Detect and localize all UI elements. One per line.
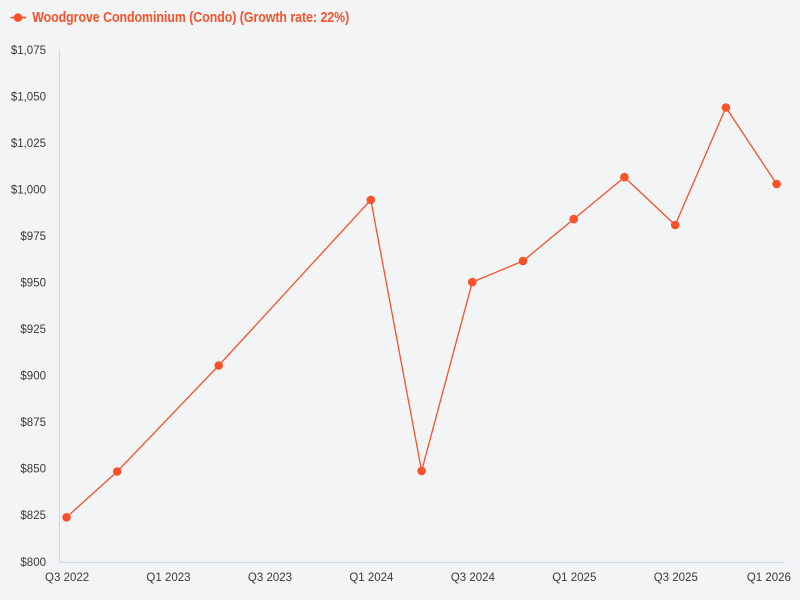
svg-text:Q3 2023: Q3 2023: [248, 572, 292, 584]
svg-text:Q1 2024: Q1 2024: [349, 572, 394, 584]
svg-text:Woodgrove Condominium (Condo): Woodgrove Condominium (Condo) (Growth ra…: [32, 10, 349, 26]
svg-text:Q1 2026: Q1 2026: [747, 572, 791, 584]
svg-text:$850: $850: [20, 464, 46, 476]
svg-text:$875: $875: [20, 417, 46, 429]
svg-text:Q3 2024: Q3 2024: [451, 572, 496, 584]
svg-text:$1,025: $1,025: [11, 138, 46, 150]
svg-text:$1,075: $1,075: [11, 45, 46, 57]
svg-text:$975: $975: [20, 231, 46, 243]
svg-text:$800: $800: [20, 557, 46, 569]
svg-text:$825: $825: [20, 510, 46, 522]
svg-text:$950: $950: [20, 278, 46, 290]
svg-text:$900: $900: [20, 371, 46, 383]
svg-text:Q3 2022: Q3 2022: [45, 572, 89, 584]
svg-text:Q1 2023: Q1 2023: [146, 572, 190, 584]
svg-text:$925: $925: [20, 324, 46, 336]
svg-text:$1,000: $1,000: [11, 185, 46, 197]
svg-text:$1,050: $1,050: [11, 92, 46, 104]
svg-text:Q1 2025: Q1 2025: [552, 572, 596, 584]
svg-text:Q3 2025: Q3 2025: [654, 572, 698, 584]
